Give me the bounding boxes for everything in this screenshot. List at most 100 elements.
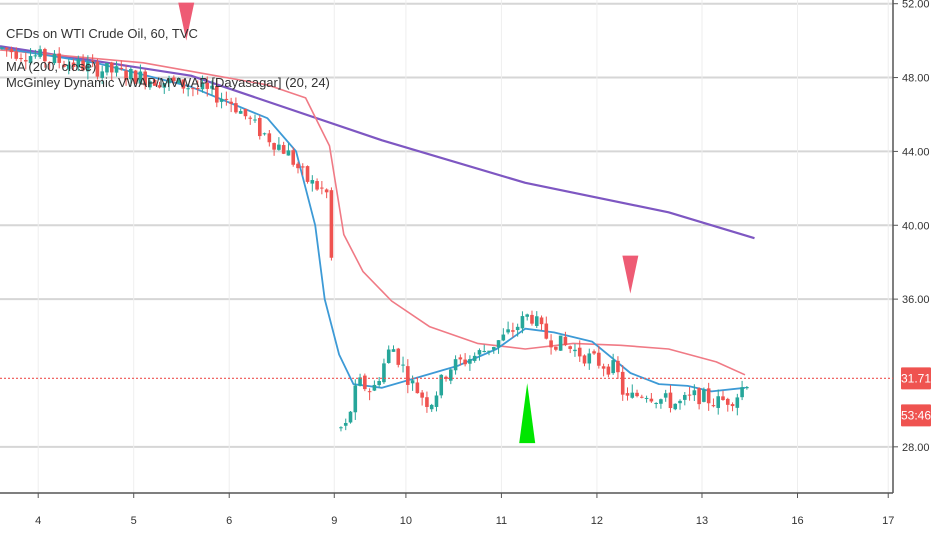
x-tick-label: 11 — [496, 515, 507, 527]
x-tick-label: 16 — [791, 515, 803, 527]
candle-body — [95, 61, 100, 77]
candle-body — [491, 347, 496, 350]
candle-body — [611, 360, 615, 374]
candle-body — [248, 117, 253, 119]
candle-body — [377, 380, 381, 386]
candle-body — [410, 380, 415, 384]
candle-body — [735, 397, 740, 408]
legend-indicator[interactable]: McGinley Dynamic VWAP/MVWAP [Dayasagar] … — [6, 75, 330, 90]
candle-body — [616, 360, 620, 373]
candle-body — [511, 330, 515, 332]
candle-body — [86, 62, 90, 72]
candle-body — [124, 70, 128, 80]
buy-signal-marker[interactable] — [519, 383, 536, 444]
candle-body — [640, 396, 644, 398]
sell-signal-marker[interactable] — [178, 2, 195, 41]
candle-body — [396, 348, 401, 365]
candle-body — [172, 77, 176, 82]
candle-body — [468, 359, 472, 364]
candle-body — [224, 98, 229, 100]
candle-body — [549, 340, 553, 348]
candle-body — [429, 404, 434, 410]
candle-body — [439, 374, 444, 396]
candle-body — [544, 323, 549, 339]
candle-body — [520, 316, 525, 329]
candle-body — [286, 150, 291, 156]
x-tick-label: 13 — [696, 515, 708, 527]
candle-body — [281, 145, 286, 154]
candle-body — [668, 392, 673, 409]
candle-body — [9, 49, 14, 53]
candle-body — [315, 181, 319, 190]
candle-body — [506, 329, 510, 333]
candle-body — [343, 422, 348, 426]
series-line-mvwap[interactable] — [0, 49, 746, 376]
candle-body — [205, 82, 210, 89]
candle-body — [267, 133, 272, 143]
candle-body — [367, 391, 372, 393]
series-line-mcginley[interactable] — [0, 47, 746, 393]
x-tick-label: 12 — [591, 515, 603, 527]
y-tick-label: 52.00 — [902, 0, 930, 11]
candle-body — [152, 79, 157, 86]
candle-body — [659, 399, 663, 404]
candle-body — [702, 389, 706, 402]
x-tick-label: 6 — [226, 515, 232, 527]
candle-body — [324, 189, 329, 193]
candle-body — [539, 317, 544, 325]
last-price-badge[interactable] — [901, 367, 931, 390]
sell-signal-marker[interactable] — [622, 255, 639, 294]
candle-body — [257, 117, 262, 137]
candle-body — [515, 326, 520, 331]
candle-body — [47, 61, 52, 63]
candle-body — [348, 411, 353, 423]
candle-body — [148, 81, 152, 88]
candle-body — [119, 67, 124, 69]
candle-body — [558, 335, 563, 351]
candle-body — [23, 60, 28, 62]
x-tick-label: 4 — [35, 515, 41, 527]
candle-body — [191, 88, 195, 90]
candle-body — [386, 349, 391, 363]
candle-body — [721, 396, 725, 400]
candle-body — [406, 366, 410, 385]
candle-body — [339, 427, 343, 429]
candle-body — [114, 66, 119, 73]
candle-body — [238, 111, 243, 114]
candle-body — [162, 83, 167, 88]
candle-body — [38, 49, 42, 57]
candle-body — [725, 398, 730, 405]
series-line-ma[interactable] — [0, 45, 755, 240]
candle-body — [28, 56, 33, 64]
candle-body — [33, 55, 38, 57]
countdown-badge[interactable] — [901, 404, 931, 427]
candle-body — [697, 388, 701, 405]
candle-body — [453, 359, 458, 371]
candle-body — [105, 62, 109, 73]
legend-ma[interactable]: MA (200, close) — [6, 59, 97, 74]
candle-body — [57, 53, 62, 63]
candle-body — [14, 51, 19, 59]
candle-body — [434, 395, 439, 407]
candle-body — [133, 70, 138, 84]
y-tick-label: 44.00 — [902, 146, 930, 158]
candle-body — [635, 392, 639, 397]
y-tick-label: 36.00 — [902, 294, 930, 306]
candle-body — [687, 394, 692, 396]
candle-body — [487, 350, 491, 352]
candle-body — [458, 357, 463, 360]
candle-body — [291, 150, 296, 165]
candle-body — [195, 87, 200, 90]
candle-body — [382, 363, 386, 383]
candle-body — [620, 371, 625, 395]
candle-body — [19, 58, 23, 60]
series-group — [0, 45, 755, 393]
legend-symbol[interactable]: CFDs on WTI Crude Oil, 60, TVC — [6, 26, 198, 41]
candle-body — [310, 180, 315, 184]
candle-body — [625, 393, 630, 396]
candle-body — [186, 88, 190, 90]
candle-body — [71, 62, 76, 67]
candle-body — [100, 71, 104, 78]
y-tick-label: 40.00 — [902, 220, 930, 232]
